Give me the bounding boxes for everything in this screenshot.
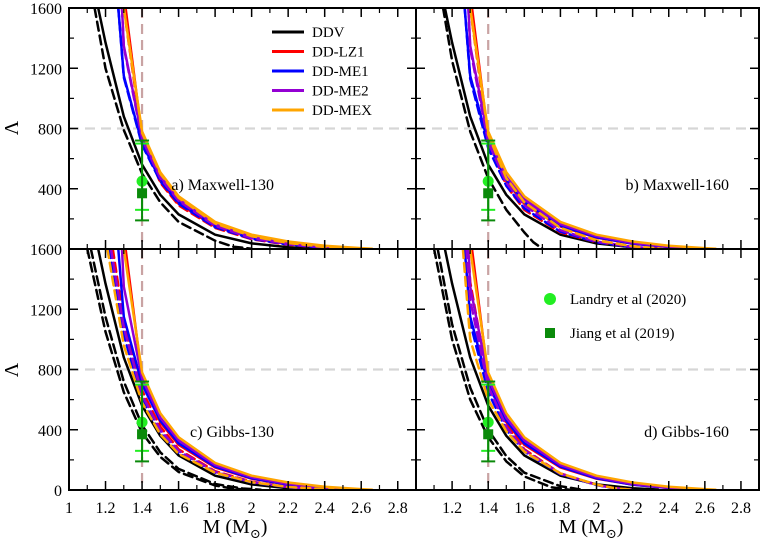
series-dd-me1-dashed xyxy=(463,8,652,249)
y-tick-label: 1600 xyxy=(30,242,62,259)
x-tick-label: 1.8 xyxy=(550,500,570,517)
curves-layer xyxy=(86,8,717,490)
obs-legend-circle xyxy=(544,293,556,305)
y-tick-label: 1600 xyxy=(30,1,62,18)
x-tick-label: 1.6 xyxy=(169,500,189,517)
series-ddv-dashed xyxy=(436,249,584,490)
x-tick-label: 1.4 xyxy=(478,500,498,517)
text-layer: M (M⊙) M (M⊙) a) Maxwell-130 b) Maxwell-1… xyxy=(1,1,751,541)
x-tick-label: 1 xyxy=(65,500,73,517)
series-dd-mex-dashed xyxy=(468,8,663,249)
x-tick-label: 2.2 xyxy=(623,500,643,517)
obs-legend-label: Jiang et al (2019) xyxy=(570,326,675,342)
series-dd-mex-dashed xyxy=(461,249,634,490)
series-ddv-dashed xyxy=(432,249,571,490)
obs-marker-square xyxy=(483,429,494,440)
series-dd-me2-dashed xyxy=(120,8,341,249)
panel-label: b) Maxwell-160 xyxy=(625,177,729,194)
x-tick-label: 1.2 xyxy=(442,500,462,517)
legend-label-dd-mex: DD-MEX xyxy=(312,103,372,119)
series-dd-mex-dashed xyxy=(122,8,348,249)
y-axis-title: Λ xyxy=(1,362,23,377)
x-axis-title-left: M (M⊙) xyxy=(203,516,268,541)
x-tick-label: 2.2 xyxy=(278,500,298,517)
x-tick-label: 1.4 xyxy=(132,500,152,517)
legend-label-dd-me2: DD-ME2 xyxy=(312,84,369,100)
x-tick-label: 2.8 xyxy=(731,500,751,517)
observations-layer xyxy=(135,139,496,463)
series-ddv-dashed xyxy=(93,8,253,249)
y-tick-label: 400 xyxy=(38,182,62,199)
series-dd-mex-dashed xyxy=(106,249,336,490)
panel-label: a) Maxwell-130 xyxy=(171,177,274,194)
x-tick-label: 2.4 xyxy=(659,500,679,517)
series-dd-lz1-solid xyxy=(470,8,707,249)
x-tick-label: 2 xyxy=(593,500,601,517)
y-tick-label: 1200 xyxy=(30,302,62,319)
panel-label: c) Gibbs-130 xyxy=(190,424,274,441)
legend-layer: DDV DD-LZ1 DD-ME1 DD-ME2 DD-MEX Landry et al … xyxy=(272,25,686,342)
y-tick-label: 800 xyxy=(38,363,62,380)
obs-marker-square xyxy=(137,429,148,440)
obs-marker-square xyxy=(483,188,494,199)
x-tick-label: 1.2 xyxy=(96,500,116,517)
ticks-layer xyxy=(68,7,759,491)
obs-marker-square xyxy=(137,188,148,199)
series-ddv-dashed xyxy=(86,249,250,490)
x-tick-label: 2.4 xyxy=(315,500,335,517)
obs-legend-square xyxy=(545,328,555,338)
panel-label: d) Gibbs-160 xyxy=(644,424,729,441)
y-tick-label: 0 xyxy=(54,483,62,500)
y-tick-label: 400 xyxy=(38,423,62,440)
x-tick-label: 2 xyxy=(248,500,256,517)
series-dd-lz1-solid xyxy=(470,249,707,490)
legend-label-ddv: DDV xyxy=(312,25,345,41)
x-tick-label: 2.6 xyxy=(695,500,715,517)
y-axis-title: Λ xyxy=(1,120,23,135)
obs-legend-label: Landry et al (2020) xyxy=(570,292,686,308)
y-tick-label: 1200 xyxy=(30,61,62,78)
x-tick-label: 1.6 xyxy=(514,500,534,517)
legend-label-dd-me1: DD-ME1 xyxy=(312,64,369,80)
x-tick-label: 2.8 xyxy=(388,500,408,517)
x-axis-title: M (M⊙) xyxy=(559,516,624,541)
x-tick-label: 2.6 xyxy=(351,500,371,517)
x-tick-label: 1.8 xyxy=(205,500,225,517)
y-tick-label: 800 xyxy=(38,122,62,139)
legend-label-dd-lz1: DD-LZ1 xyxy=(312,45,365,61)
series-ddv-dashed xyxy=(441,8,544,249)
